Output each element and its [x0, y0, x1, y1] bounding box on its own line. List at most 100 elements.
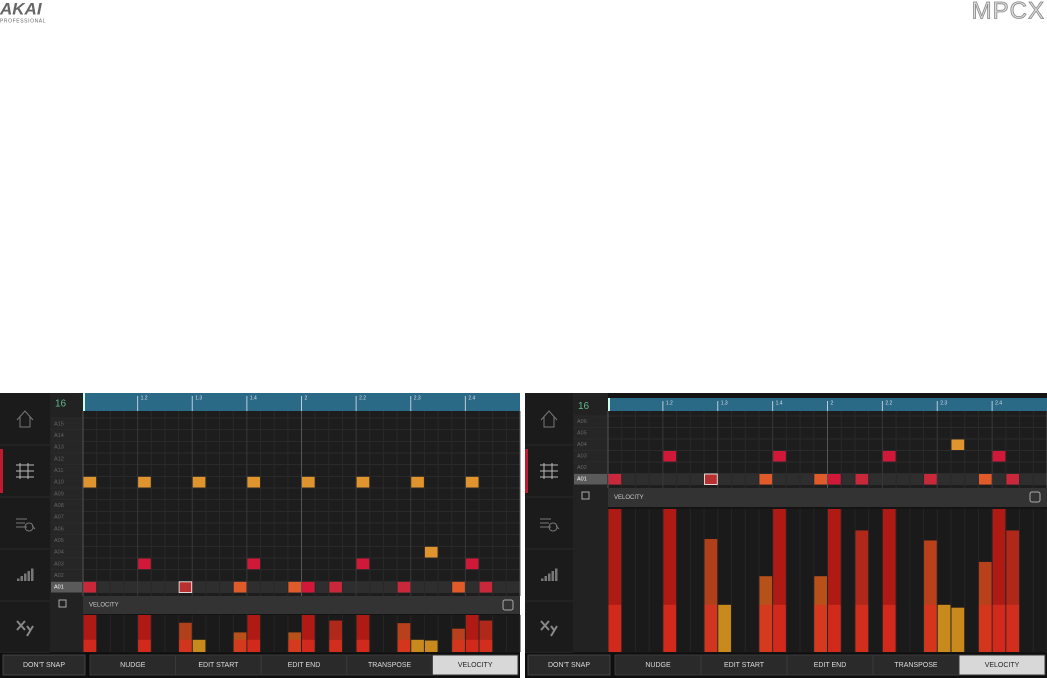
track-label-bg[interactable]: [51, 430, 82, 441]
lane-header: [83, 596, 520, 614]
track-label-bg[interactable]: [51, 523, 82, 535]
velocity-bar-base: [247, 639, 261, 652]
track-label-bg[interactable]: [51, 558, 82, 570]
ruler-label: 2.2: [885, 400, 892, 406]
lane-collapse[interactable]: [502, 599, 514, 611]
note[interactable]: [828, 474, 841, 485]
track-label: A04: [577, 442, 587, 448]
note[interactable]: [465, 476, 479, 488]
note[interactable]: [773, 451, 786, 462]
note[interactable]: [1006, 474, 1020, 485]
note[interactable]: [288, 581, 301, 593]
lane-collapse[interactable]: [1029, 491, 1041, 503]
playhead: [608, 398, 610, 411]
track-label-bg[interactable]: [51, 546, 82, 558]
note[interactable]: [397, 581, 411, 593]
snap-button[interactable]: [527, 654, 611, 676]
mode-tab[interactable]: [958, 654, 1046, 676]
track-label-bg[interactable]: [51, 418, 82, 430]
note[interactable]: [356, 558, 370, 570]
home-icon: [540, 410, 558, 428]
note[interactable]: [302, 476, 315, 488]
level-icon: [548, 573, 551, 581]
velocity-bar[interactable]: [718, 604, 731, 652]
note[interactable]: [855, 474, 869, 485]
lane-icon: [58, 599, 67, 608]
track-label-bg[interactable]: [574, 474, 607, 485]
note[interactable]: [608, 474, 622, 485]
track-label-bg[interactable]: [51, 581, 82, 593]
track-label-bg[interactable]: [51, 488, 82, 500]
ruler-label: 2: [305, 395, 308, 401]
track-label-bg[interactable]: [574, 428, 607, 439]
ruler-label: 1.3: [721, 400, 728, 406]
note[interactable]: [992, 451, 1006, 462]
note[interactable]: [247, 558, 261, 570]
track-label-bg[interactable]: [51, 511, 82, 523]
note[interactable]: [759, 474, 773, 485]
velocity-bar[interactable]: [411, 639, 424, 652]
mode-tab-label: NUDGE: [120, 662, 146, 669]
note[interactable]: [951, 439, 965, 451]
velocity-bar[interactable]: [424, 640, 438, 652]
velocity-bar-base: [452, 639, 465, 652]
note[interactable]: [83, 476, 97, 488]
note[interactable]: [83, 581, 97, 593]
note[interactable]: [814, 474, 827, 485]
track-label: A07: [54, 515, 64, 521]
track-label-bg[interactable]: [51, 500, 82, 511]
note[interactable]: [882, 451, 896, 462]
note[interactable]: [978, 474, 992, 485]
velocity-bar[interactable]: [937, 604, 951, 652]
track-label-bg[interactable]: [574, 451, 607, 462]
velocity-bar-base: [608, 604, 622, 652]
track-label-bg[interactable]: [51, 453, 82, 465]
track-label-bg[interactable]: [574, 462, 607, 474]
note[interactable]: [192, 476, 206, 488]
track-label: A01: [54, 585, 64, 591]
note[interactable]: [452, 581, 465, 593]
track-label-bg[interactable]: [51, 535, 82, 546]
track-label-bg[interactable]: [51, 476, 82, 488]
mode-tab-label: NUDGE: [645, 662, 671, 669]
track-label-bg[interactable]: [51, 465, 82, 476]
xy-icon: [540, 620, 558, 637]
note[interactable]: [356, 476, 370, 488]
note[interactable]: [479, 581, 493, 593]
track-label-bg[interactable]: [574, 439, 607, 451]
lane-icon: [581, 491, 590, 500]
note[interactable]: [233, 581, 247, 593]
track-label-bg[interactable]: [51, 570, 82, 581]
track-label: A05: [577, 431, 587, 437]
note[interactable]: [302, 581, 315, 593]
velocity-bar[interactable]: [951, 607, 965, 652]
list-edit-icon: [540, 518, 560, 532]
velocity-bar-base: [992, 604, 1006, 652]
velocity-bar-base: [302, 639, 315, 652]
track-label-bg[interactable]: [574, 416, 607, 428]
level-icon: [31, 568, 34, 581]
note[interactable]: [138, 476, 151, 488]
note[interactable]: [138, 558, 151, 570]
note[interactable]: [247, 476, 261, 488]
note[interactable]: [411, 476, 424, 488]
velocity-bar[interactable]: [192, 639, 206, 652]
track-label: A09: [54, 491, 64, 497]
note[interactable]: [704, 473, 718, 485]
snap-button[interactable]: [2, 654, 86, 676]
note[interactable]: [329, 581, 342, 593]
note[interactable]: [424, 546, 438, 558]
ruler-label: 2.3: [414, 395, 421, 401]
note[interactable]: [924, 474, 937, 485]
track-label-bg[interactable]: [51, 441, 82, 453]
brand-logo: AKAI: [0, 0, 43, 18]
snap-label: DON'T SNAP: [23, 662, 65, 669]
note[interactable]: [663, 451, 677, 462]
mode-tab-label: TRANSPOSE: [894, 662, 938, 669]
note[interactable]: [465, 558, 479, 570]
level-icon: [24, 573, 27, 581]
note[interactable]: [178, 581, 193, 593]
mode-tab[interactable]: [431, 654, 519, 676]
level-icon: [544, 576, 547, 581]
